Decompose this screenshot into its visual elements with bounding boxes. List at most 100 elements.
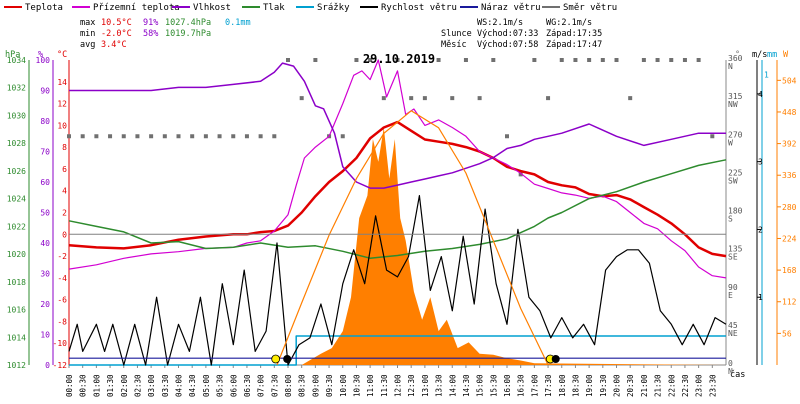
- legend-item-prizemni-teplota: Přízemní teplota: [72, 3, 180, 13]
- temperature-tick-label: 14: [57, 78, 67, 87]
- axis-ticks: 1012101410161018102010221024102610281030…: [7, 54, 797, 397]
- wind-gust-stat: WG:2.1m/s: [546, 18, 592, 28]
- temperature-tick-label: 6: [62, 165, 67, 174]
- legend-label: Tlak: [263, 3, 285, 13]
- x-tick-label: 20:30: [626, 374, 635, 397]
- x-tick-label: 12:30: [407, 374, 416, 397]
- wind-direction-tick-degrees: 180: [728, 207, 743, 216]
- x-tick-label: 03:00: [147, 374, 156, 397]
- x-tick-label: 15:30: [489, 374, 498, 397]
- x-tick-label: 23:30: [708, 374, 717, 397]
- sun-rise-marker: [271, 354, 281, 364]
- legend-label: Srážky: [317, 3, 350, 13]
- wind-direction-tick-compass: E: [728, 291, 733, 300]
- x-tick-label: 02:00: [120, 374, 129, 397]
- wind-speed-axis-unit: m/s: [752, 50, 767, 60]
- humidity-axis-unit: %: [38, 50, 43, 60]
- temperature-tick-label: -12: [53, 361, 68, 370]
- solar-tick-label: 112: [782, 298, 797, 307]
- pressure-tick-label: 1032: [7, 84, 26, 93]
- wind-direction-tick-compass: NE: [728, 329, 738, 338]
- stats-max-temp: 10.5°C: [101, 18, 132, 28]
- x-tick-label: 14:00: [448, 374, 457, 397]
- wind-direction-point: [272, 134, 277, 139]
- x-tick-label: 01:00: [92, 374, 101, 397]
- legend-item-naraz-vetru: Náraz větru: [460, 3, 541, 13]
- x-tick-label: 20:00: [613, 374, 622, 397]
- x-tick-label: 23:00: [695, 374, 704, 397]
- humidity-tick-label: 20: [40, 300, 50, 309]
- temperature-tick-label: 10: [57, 121, 67, 130]
- wind-speed-tick-label: 3: [758, 158, 763, 167]
- x-tick-label: 22:00: [667, 374, 676, 397]
- wind-direction-point: [258, 134, 263, 139]
- legend-item-srazky: Srážky: [296, 3, 350, 13]
- wind-direction-tick-degrees: 315: [728, 92, 743, 101]
- humidity-tick-label: 100: [36, 56, 51, 65]
- wind-direction-axis-unit: °: [735, 50, 740, 60]
- temperature-tick-label: 4: [62, 187, 67, 196]
- wind-direction-point: [587, 58, 592, 62]
- stats-min-temp: -2.0°C: [101, 29, 132, 39]
- x-tick-label: 19:30: [599, 374, 608, 397]
- wind-direction-tick-degrees: 360: [728, 54, 743, 63]
- x-tick-label: 21:00: [640, 374, 649, 397]
- wind-direction-point: [696, 58, 701, 62]
- wind-direction-tick-degrees: 0: [728, 359, 733, 368]
- moon-label: Měsíc: [441, 40, 467, 50]
- sunrise-time: Východ:07:33: [477, 29, 538, 39]
- legend-label: Teplota: [25, 3, 63, 13]
- wind-direction-point: [505, 134, 509, 139]
- legend-label: Náraz větru: [481, 3, 541, 13]
- x-tick-label: 10:00: [339, 374, 348, 397]
- wind-direction-point: [313, 58, 318, 62]
- x-tick-label: 08:30: [298, 374, 307, 397]
- wind-direction-point: [80, 134, 85, 139]
- axis-unit-labels: hPa % °C m/s mm W ° čas: [5, 50, 789, 380]
- x-axis-label: čas: [730, 369, 745, 380]
- stats-min-hum: 58%: [143, 29, 158, 39]
- x-tick-label: 07:00: [257, 374, 266, 397]
- wind-direction-point: [340, 134, 345, 139]
- legend-label: Vlhkost: [193, 3, 231, 13]
- wind-direction-point: [600, 58, 605, 62]
- astro-block: WS:2.1m/s WG:2.1m/s Slunce Východ:07:33 …: [441, 18, 602, 50]
- wind-speed-stat: WS:2.1m/s: [477, 18, 523, 28]
- rain-tick-label: 1: [764, 71, 769, 80]
- solar-tick-label: 448: [782, 108, 797, 117]
- solar-radiation-layer: [67, 58, 726, 365]
- wind-direction-point: [162, 134, 167, 139]
- pressure-tick-label: 1030: [7, 111, 26, 120]
- wind-direction-point: [518, 172, 523, 177]
- pressure-tick-label: 1016: [7, 306, 26, 315]
- wind-direction-point: [450, 96, 455, 101]
- wind-direction-tick-degrees: 45: [728, 321, 738, 330]
- temperature-tick-label: 2: [62, 209, 67, 218]
- wind-direction-point: [477, 96, 482, 101]
- x-tick-label: 09:30: [325, 374, 334, 397]
- sunset-time: Západ:17:35: [546, 29, 602, 39]
- x-tick-label: 04:30: [188, 374, 197, 397]
- x-tick-label: 00:00: [65, 374, 74, 397]
- moon-set-marker: [551, 355, 560, 363]
- stats-avg-label: avg: [80, 40, 95, 50]
- solar-axis-unit: W: [783, 50, 789, 60]
- solar-tick-label: 392: [782, 140, 797, 149]
- legend-label: Přízemní teplota: [93, 3, 180, 13]
- wind-direction-point: [655, 58, 660, 62]
- temperature-tick-label: -6: [57, 296, 67, 305]
- wind-direction-point: [286, 58, 290, 62]
- wind-direction-point: [217, 134, 222, 139]
- wind-direction-point: [614, 58, 619, 62]
- wind-direction-tick-degrees: 270: [728, 130, 743, 139]
- temperature-tick-label: -8: [57, 317, 67, 326]
- wind-speed-tick-label: 1: [758, 293, 763, 302]
- wind-direction-tick-compass: W: [728, 138, 733, 147]
- x-tick-label: 11:00: [366, 374, 375, 397]
- stats-avg-temp: 3.4°C: [101, 40, 127, 50]
- pressure-tick-label: 1018: [7, 278, 26, 287]
- x-tick-label: 10:30: [352, 374, 361, 397]
- sun-label: Slunce: [441, 29, 472, 39]
- pressure-axis-unit: hPa: [5, 50, 20, 60]
